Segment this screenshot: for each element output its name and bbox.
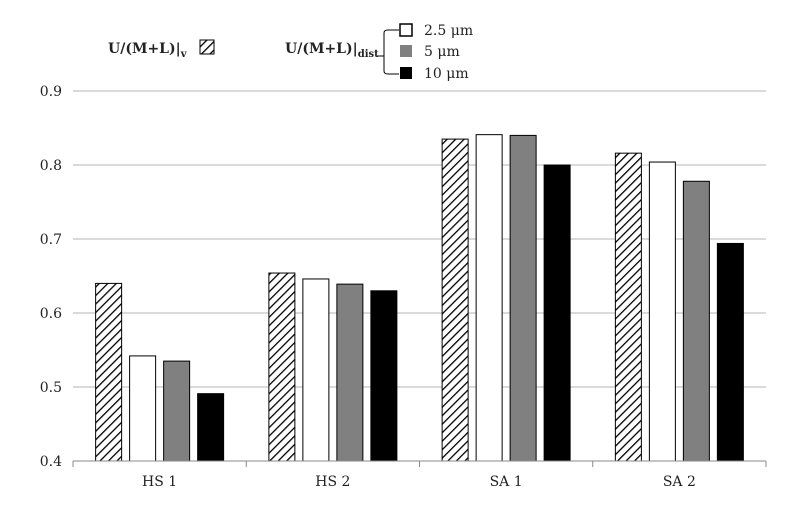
y-tick-label: 0.5 (40, 380, 62, 396)
bar (648, 161, 676, 462)
y-axis: 0.4 0.5 0.6 0.7 0.8 0.9 (40, 84, 62, 470)
legend-swatch-v (199, 39, 215, 55)
bar (509, 134, 537, 462)
legend-v-label: U/(M+L)|v (108, 41, 188, 60)
bar (197, 393, 225, 462)
legend-bracket (377, 29, 399, 75)
legend-label-2-5: 2.5 μm (424, 23, 473, 39)
bar (370, 290, 398, 462)
x-tick-label: SA 2 (663, 474, 696, 490)
legend-swatch-5 (400, 45, 412, 57)
bar (268, 272, 296, 462)
bar (475, 134, 503, 462)
bar (614, 152, 642, 462)
bar (95, 282, 123, 462)
bar (163, 360, 191, 462)
legend-swatch-2-5 (399, 23, 413, 37)
x-tick-label: SA 1 (490, 474, 523, 490)
legend: U/(M+L)|v U/(M+L)|dist 2.5 μm 5 μm 10 μm (108, 23, 473, 82)
x-tick-label: HS 1 (142, 474, 177, 490)
bar (716, 242, 744, 462)
x-axis: HS 1 HS 2 SA 1 SA 2 (72, 460, 767, 490)
y-tick-label: 0.7 (40, 232, 62, 248)
legend-label-10: 10 μm (424, 66, 469, 82)
legend-dist-label: U/(M+L)|dist (285, 41, 379, 60)
bar (441, 138, 469, 462)
legend-swatch-10 (400, 67, 412, 79)
bars (95, 134, 744, 462)
y-tick-label: 0.6 (40, 306, 62, 322)
x-tick-label: HS 2 (315, 474, 350, 490)
y-tick-label: 0.4 (40, 454, 62, 470)
bar (543, 164, 571, 462)
bar (129, 355, 157, 462)
legend-label-5: 5 μm (424, 44, 460, 60)
bar (336, 283, 364, 462)
bar (302, 278, 330, 462)
y-tick-label: 0.8 (40, 158, 62, 174)
y-tick-label: 0.9 (40, 84, 62, 100)
bar (682, 180, 710, 462)
